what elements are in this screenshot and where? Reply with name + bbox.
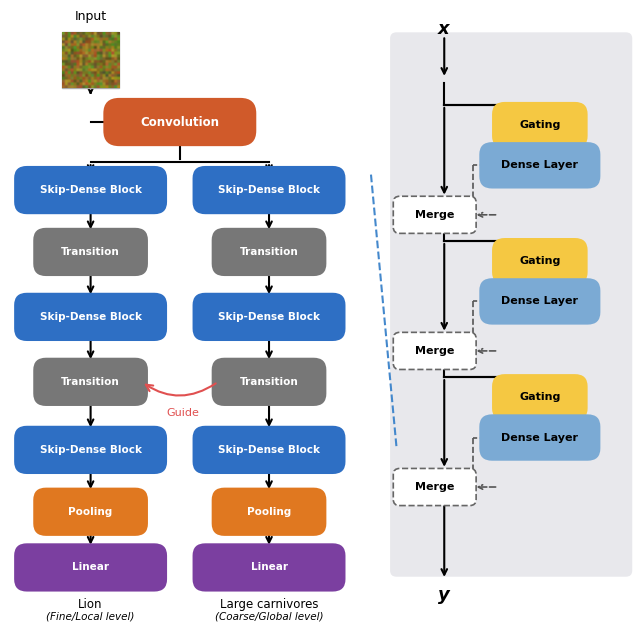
FancyBboxPatch shape (394, 469, 476, 505)
Text: Transition: Transition (239, 247, 298, 257)
Text: Skip-Dense Block: Skip-Dense Block (218, 445, 320, 455)
FancyBboxPatch shape (193, 426, 346, 474)
Text: Convolution: Convolution (140, 115, 220, 129)
FancyBboxPatch shape (212, 228, 326, 276)
FancyBboxPatch shape (394, 197, 476, 233)
FancyBboxPatch shape (33, 228, 148, 276)
FancyBboxPatch shape (193, 293, 346, 341)
FancyArrowPatch shape (146, 383, 216, 396)
Text: Dense Layer: Dense Layer (501, 160, 579, 170)
Text: Pooling: Pooling (247, 507, 291, 517)
FancyBboxPatch shape (492, 102, 588, 149)
Text: Linear: Linear (72, 562, 109, 572)
Text: Transition: Transition (61, 247, 120, 257)
FancyBboxPatch shape (212, 358, 326, 406)
Text: Gating: Gating (519, 392, 561, 402)
Text: Linear: Linear (250, 562, 287, 572)
Text: Input: Input (74, 11, 107, 23)
Text: Transition: Transition (61, 377, 120, 387)
Text: $\bfit{x}$: $\bfit{x}$ (437, 20, 452, 38)
Text: Skip-Dense Block: Skip-Dense Block (218, 312, 320, 322)
FancyBboxPatch shape (14, 293, 167, 341)
Text: Skip-Dense Block: Skip-Dense Block (218, 185, 320, 195)
FancyBboxPatch shape (479, 414, 600, 461)
FancyBboxPatch shape (479, 142, 600, 188)
FancyBboxPatch shape (14, 426, 167, 474)
Text: $\bfit{y}$: $\bfit{y}$ (437, 588, 451, 605)
FancyBboxPatch shape (193, 544, 346, 592)
FancyBboxPatch shape (14, 166, 167, 214)
Text: Skip-Dense Block: Skip-Dense Block (40, 312, 141, 322)
FancyBboxPatch shape (394, 333, 476, 369)
Text: Gating: Gating (519, 256, 561, 266)
Text: Large carnivores: Large carnivores (220, 598, 318, 611)
FancyBboxPatch shape (14, 544, 167, 592)
FancyBboxPatch shape (33, 487, 148, 536)
Text: Merge: Merge (415, 210, 454, 220)
FancyBboxPatch shape (479, 278, 600, 324)
Text: Guide: Guide (166, 407, 200, 418)
Text: Gating: Gating (519, 120, 561, 130)
FancyBboxPatch shape (390, 32, 632, 577)
FancyBboxPatch shape (212, 487, 326, 536)
Text: Pooling: Pooling (68, 507, 113, 517)
FancyBboxPatch shape (62, 32, 119, 88)
Text: (Fine/Local level): (Fine/Local level) (47, 612, 135, 622)
Text: Merge: Merge (415, 482, 454, 492)
FancyBboxPatch shape (492, 238, 588, 285)
Text: Dense Layer: Dense Layer (501, 432, 579, 442)
FancyBboxPatch shape (492, 374, 588, 421)
FancyBboxPatch shape (103, 98, 256, 146)
FancyBboxPatch shape (33, 358, 148, 406)
FancyBboxPatch shape (193, 166, 346, 214)
Text: Skip-Dense Block: Skip-Dense Block (40, 185, 141, 195)
Text: Dense Layer: Dense Layer (501, 296, 579, 306)
Text: Skip-Dense Block: Skip-Dense Block (40, 445, 141, 455)
Text: Transition: Transition (239, 377, 298, 387)
Text: (Coarse/Global level): (Coarse/Global level) (215, 612, 323, 622)
Text: Lion: Lion (78, 598, 103, 611)
Text: Merge: Merge (415, 346, 454, 356)
